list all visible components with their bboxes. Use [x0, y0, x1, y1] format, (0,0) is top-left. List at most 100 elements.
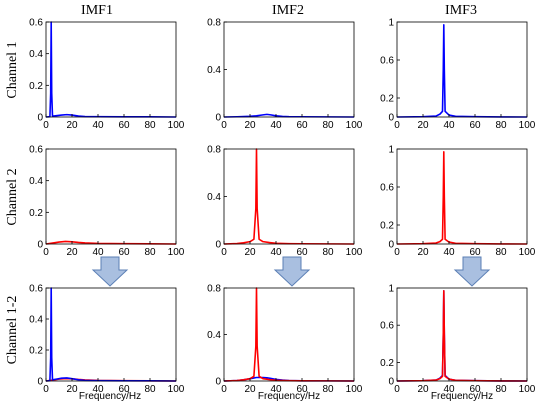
x-axis-label-2: Frequency/Hz — [258, 391, 320, 402]
plot-frame — [223, 21, 355, 118]
plot-frame — [223, 287, 355, 382]
x-tick-label: 0 — [221, 247, 227, 258]
column-title-imf1: IMF1 — [81, 3, 113, 18]
series-line-red — [223, 148, 355, 245]
y-tick-label: 0.2 — [380, 221, 394, 232]
y-tick-label: 0 — [388, 240, 394, 251]
x-tick-label: 20 — [244, 247, 256, 258]
x-tick-label: 100 — [346, 384, 363, 395]
y-tick-label: 0.8 — [207, 284, 221, 295]
y-tick-label: 0 — [37, 113, 43, 124]
x-tick-label: 20 — [417, 120, 429, 131]
x-tick-label: 80 — [144, 247, 156, 258]
x-tick-label: 0 — [394, 247, 400, 258]
x-tick-label: 100 — [519, 120, 536, 131]
y-tick-label: 0.4 — [29, 176, 43, 187]
x-tick-label: 20 — [417, 247, 429, 258]
y-tick-label: 0.6 — [29, 284, 43, 295]
x-tick-label: 60 — [118, 247, 130, 258]
down-arrow-icon — [273, 256, 311, 287]
x-tick-label: 80 — [322, 120, 334, 131]
x-tick-label: 80 — [144, 120, 156, 131]
y-tick-label: 0.2 — [380, 94, 394, 105]
x-tick-label: 60 — [296, 247, 308, 258]
x-tick-label: 60 — [469, 384, 481, 395]
y-tick-label: 0.6 — [29, 145, 43, 156]
y-tick-label: 0 — [388, 113, 394, 124]
y-tick-label: 0.8 — [207, 145, 221, 156]
row-label-channel-1: Channel 1 — [5, 41, 20, 98]
panel-2-1: 0 20 40 60 80 100 0 0.2 0.4 0.6 — [29, 145, 185, 259]
y-tick-label: 0.8 — [207, 18, 221, 29]
y-tick-label: 0.2 — [29, 346, 43, 357]
panel-1-3: 0 20 40 60 80 100 0 0.2 0.6 1 — [380, 18, 536, 132]
column-title-imf2: IMF2 — [272, 3, 304, 18]
x-tick-label: 80 — [495, 247, 507, 258]
x-tick-label: 20 — [244, 120, 256, 131]
x-tick-label: 40 — [443, 120, 455, 131]
series-line-red — [223, 287, 355, 382]
x-tick-label: 20 — [66, 384, 78, 395]
column-title-imf3: IMF3 — [445, 3, 477, 18]
plot-frame — [223, 148, 355, 245]
x-tick-label: 40 — [92, 120, 104, 131]
down-arrow-icon — [453, 256, 491, 287]
down-arrow-icon — [91, 256, 129, 287]
x-tick-label: 100 — [519, 247, 536, 258]
x-tick-label: 80 — [322, 384, 334, 395]
x-tick-label: 40 — [443, 247, 455, 258]
x-tick-label: 20 — [66, 247, 78, 258]
y-tick-label: 0.2 — [29, 208, 43, 219]
x-tick-label: 0 — [43, 247, 49, 258]
plot-frame — [45, 21, 177, 118]
x-tick-label: 60 — [118, 120, 130, 131]
x-tick-label: 0 — [43, 120, 49, 131]
panel-2-3: 0 20 40 60 80 100 0 0.2 0.6 1 — [380, 145, 536, 259]
series-line-blue — [396, 289, 528, 382]
x-tick-label: 40 — [92, 247, 104, 258]
x-tick-label: 80 — [495, 120, 507, 131]
panel-3-2: 0 20 40 60 80 100 0 0.4 0.8 — [207, 284, 363, 396]
x-tick-label: 100 — [168, 247, 185, 258]
series-line-red — [396, 151, 528, 245]
y-tick-label: 0.4 — [29, 49, 43, 60]
x-tick-label: 0 — [394, 384, 400, 395]
x-tick-label: 0 — [221, 384, 227, 395]
x-tick-label: 40 — [443, 384, 455, 395]
x-tick-label: 40 — [92, 384, 104, 395]
x-tick-label: 0 — [221, 120, 227, 131]
y-tick-label: 1 — [388, 145, 394, 156]
series-line-blue — [45, 287, 177, 382]
x-tick-label: 80 — [322, 247, 334, 258]
x-tick-label: 20 — [66, 120, 78, 131]
y-tick-label: 0 — [215, 113, 221, 124]
x-tick-label: 100 — [346, 247, 363, 258]
x-tick-label: 60 — [296, 384, 308, 395]
x-tick-label: 40 — [270, 120, 282, 131]
x-tick-label: 0 — [43, 384, 49, 395]
x-tick-label: 40 — [270, 384, 282, 395]
y-tick-label: 0.4 — [207, 192, 221, 203]
y-tick-label: 0.4 — [207, 330, 221, 341]
x-tick-label: 100 — [168, 120, 185, 131]
y-tick-label: 1 — [388, 18, 394, 29]
series-line-red — [396, 289, 528, 382]
y-tick-label: 0 — [388, 377, 394, 388]
x-tick-label: 100 — [168, 384, 185, 395]
x-tick-label: 40 — [270, 247, 282, 258]
y-tick-label: 1 — [388, 284, 394, 295]
plot-frame — [396, 21, 528, 118]
y-tick-label: 0.6 — [380, 321, 394, 332]
y-tick-label: 0.2 — [380, 358, 394, 369]
x-tick-label: 80 — [495, 384, 507, 395]
plot-frame — [45, 148, 177, 245]
x-tick-label: 100 — [519, 384, 536, 395]
x-axis-label-1: Frequency/Hz — [79, 391, 141, 402]
plot-frame — [396, 287, 528, 382]
x-tick-label: 20 — [244, 384, 256, 395]
panel-3-3: 0 20 40 60 80 100 0 0.2 0.6 1 — [380, 284, 536, 396]
x-tick-label: 60 — [469, 120, 481, 131]
series-line-blue — [45, 21, 177, 118]
